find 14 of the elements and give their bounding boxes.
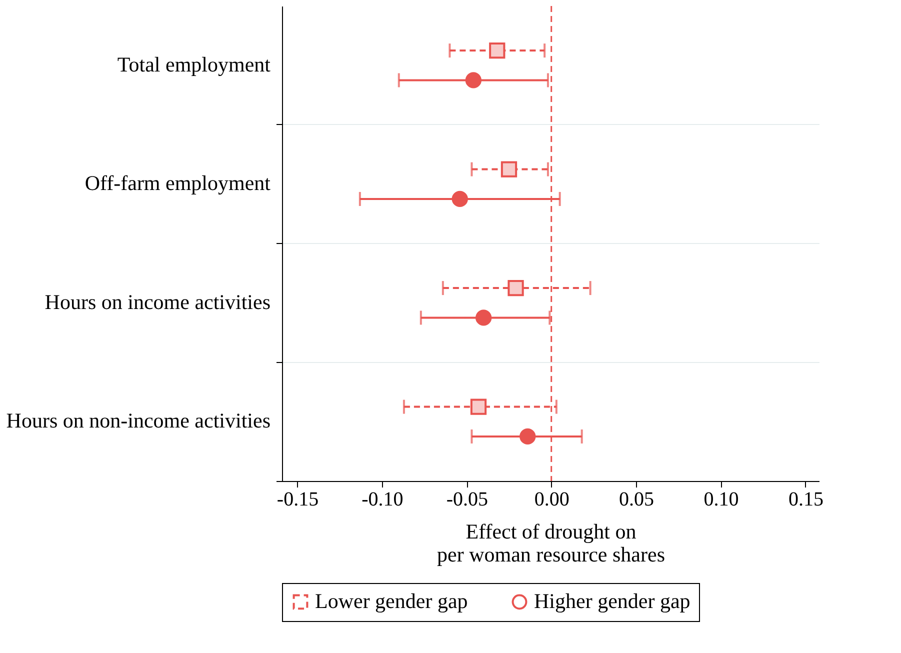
x-axis-title: Effect of drought on per woman resource shares (437, 520, 665, 566)
y-tick-label: Hours on non-income activities (6, 408, 270, 433)
y-tick-label: Total employment (117, 52, 271, 76)
x-tick-label: -0.10 (362, 488, 404, 510)
x-tick-label: 0.00 (534, 488, 570, 510)
x-tick-label: 0.10 (704, 488, 739, 510)
y-tick-label: Hours on income activities (44, 290, 270, 314)
x-tick-label: -0.05 (446, 488, 488, 510)
y-tick-label: Off-farm employment (84, 171, 271, 196)
x-tick-label: 0.05 (619, 488, 654, 510)
legend-label: Higher gender gap (534, 588, 690, 613)
x-tick-label: 0.15 (788, 488, 824, 510)
legend-label: Lower gender gap (315, 588, 468, 613)
x-tick-label: -0.15 (276, 488, 319, 510)
